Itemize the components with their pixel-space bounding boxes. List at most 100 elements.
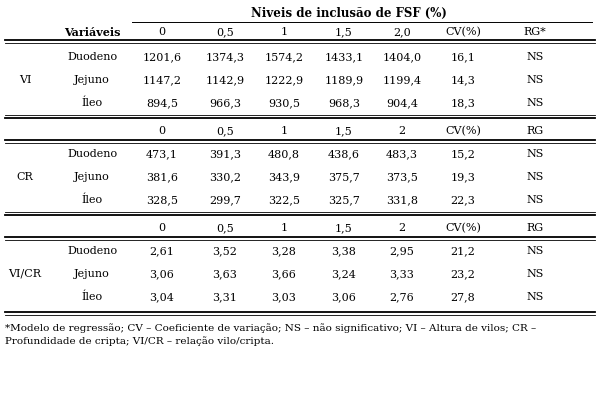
Text: Íleo: Íleo bbox=[82, 98, 103, 108]
Text: Íleo: Íleo bbox=[82, 195, 103, 205]
Text: 391,3: 391,3 bbox=[209, 149, 241, 159]
Text: CR: CR bbox=[17, 172, 34, 182]
Text: 375,7: 375,7 bbox=[328, 172, 360, 182]
Text: 16,1: 16,1 bbox=[451, 52, 475, 62]
Text: 14,3: 14,3 bbox=[451, 75, 475, 85]
Text: 438,6: 438,6 bbox=[328, 149, 360, 159]
Text: 22,3: 22,3 bbox=[451, 195, 475, 205]
Text: Duodeno: Duodeno bbox=[67, 246, 117, 256]
Text: 0: 0 bbox=[158, 27, 166, 37]
Text: 1199,4: 1199,4 bbox=[382, 75, 422, 85]
Text: 0,5: 0,5 bbox=[216, 126, 234, 136]
Text: 3,03: 3,03 bbox=[272, 292, 296, 302]
Text: Variáveis: Variáveis bbox=[64, 26, 120, 37]
Text: NS: NS bbox=[526, 246, 544, 256]
Text: 1433,1: 1433,1 bbox=[325, 52, 364, 62]
Text: 1: 1 bbox=[280, 126, 287, 136]
Text: 2,95: 2,95 bbox=[389, 246, 415, 256]
Text: RG: RG bbox=[526, 126, 544, 136]
Text: 3,06: 3,06 bbox=[332, 292, 356, 302]
Text: NS: NS bbox=[526, 149, 544, 159]
Text: 968,3: 968,3 bbox=[328, 98, 360, 108]
Text: *Modelo de regressão; CV – Coeficiente de variação; NS – não significativo; VI –: *Modelo de regressão; CV – Coeficiente d… bbox=[5, 323, 536, 333]
Text: 322,5: 322,5 bbox=[268, 195, 300, 205]
Text: Niveis de inclusão de FSF (%): Niveis de inclusão de FSF (%) bbox=[251, 7, 446, 20]
Text: 480,8: 480,8 bbox=[268, 149, 300, 159]
Text: 3,66: 3,66 bbox=[272, 269, 296, 279]
Text: 1: 1 bbox=[280, 223, 287, 233]
Text: NS: NS bbox=[526, 172, 544, 182]
Text: CV(%): CV(%) bbox=[445, 27, 481, 37]
Text: 3,33: 3,33 bbox=[389, 269, 415, 279]
Text: 894,5: 894,5 bbox=[146, 98, 178, 108]
Text: 3,04: 3,04 bbox=[149, 292, 175, 302]
Text: NS: NS bbox=[526, 195, 544, 205]
Text: 325,7: 325,7 bbox=[328, 195, 360, 205]
Text: 1222,9: 1222,9 bbox=[265, 75, 304, 85]
Text: NS: NS bbox=[526, 269, 544, 279]
Text: 15,2: 15,2 bbox=[451, 149, 475, 159]
Text: 2,0: 2,0 bbox=[393, 27, 411, 37]
Text: 0,5: 0,5 bbox=[216, 27, 234, 37]
Text: 1: 1 bbox=[280, 27, 287, 37]
Text: 0: 0 bbox=[158, 223, 166, 233]
Text: Profundidade de cripta; VI/CR – relação vilo/cripta.: Profundidade de cripta; VI/CR – relação … bbox=[5, 336, 274, 346]
Text: 328,5: 328,5 bbox=[146, 195, 178, 205]
Text: 1189,9: 1189,9 bbox=[325, 75, 364, 85]
Text: Duodeno: Duodeno bbox=[67, 52, 117, 62]
Text: 1147,2: 1147,2 bbox=[143, 75, 182, 85]
Text: 3,24: 3,24 bbox=[332, 269, 356, 279]
Text: 1404,0: 1404,0 bbox=[382, 52, 422, 62]
Text: 1374,3: 1374,3 bbox=[205, 52, 245, 62]
Text: 2,76: 2,76 bbox=[389, 292, 415, 302]
Text: 3,28: 3,28 bbox=[272, 246, 296, 256]
Text: 330,2: 330,2 bbox=[209, 172, 241, 182]
Text: Jejuno: Jejuno bbox=[74, 172, 110, 182]
Text: 3,52: 3,52 bbox=[212, 246, 238, 256]
Text: 930,5: 930,5 bbox=[268, 98, 300, 108]
Text: RG: RG bbox=[526, 223, 544, 233]
Text: 3,06: 3,06 bbox=[149, 269, 175, 279]
Text: 19,3: 19,3 bbox=[451, 172, 475, 182]
Text: Íleo: Íleo bbox=[82, 292, 103, 302]
Text: Jejuno: Jejuno bbox=[74, 269, 110, 279]
Text: 1201,6: 1201,6 bbox=[142, 52, 182, 62]
Text: 381,6: 381,6 bbox=[146, 172, 178, 182]
Text: 2,61: 2,61 bbox=[149, 246, 175, 256]
Text: 1,5: 1,5 bbox=[335, 126, 353, 136]
Text: 966,3: 966,3 bbox=[209, 98, 241, 108]
Text: 3,63: 3,63 bbox=[212, 269, 238, 279]
Text: RG*: RG* bbox=[524, 27, 547, 37]
Text: 331,8: 331,8 bbox=[386, 195, 418, 205]
Text: NS: NS bbox=[526, 292, 544, 302]
Text: 483,3: 483,3 bbox=[386, 149, 418, 159]
Text: 299,7: 299,7 bbox=[209, 195, 241, 205]
Text: 0,5: 0,5 bbox=[216, 223, 234, 233]
Text: 1,5: 1,5 bbox=[335, 27, 353, 37]
Text: 1,5: 1,5 bbox=[335, 223, 353, 233]
Text: VI: VI bbox=[19, 75, 31, 85]
Text: Duodeno: Duodeno bbox=[67, 149, 117, 159]
Text: 373,5: 373,5 bbox=[386, 172, 418, 182]
Text: CV(%): CV(%) bbox=[445, 126, 481, 136]
Text: 0: 0 bbox=[158, 126, 166, 136]
Text: NS: NS bbox=[526, 52, 544, 62]
Text: 27,8: 27,8 bbox=[451, 292, 475, 302]
Text: Jejuno: Jejuno bbox=[74, 75, 110, 85]
Text: 2: 2 bbox=[398, 126, 406, 136]
Text: NS: NS bbox=[526, 75, 544, 85]
Text: 3,31: 3,31 bbox=[212, 292, 238, 302]
Text: 18,3: 18,3 bbox=[451, 98, 475, 108]
Text: 2: 2 bbox=[398, 223, 406, 233]
Text: 23,2: 23,2 bbox=[451, 269, 475, 279]
Text: 473,1: 473,1 bbox=[146, 149, 178, 159]
Text: NS: NS bbox=[526, 98, 544, 108]
Text: 3,38: 3,38 bbox=[332, 246, 356, 256]
Text: CV(%): CV(%) bbox=[445, 223, 481, 233]
Text: 343,9: 343,9 bbox=[268, 172, 300, 182]
Text: VI/CR: VI/CR bbox=[8, 269, 41, 279]
Text: 1142,9: 1142,9 bbox=[205, 75, 245, 85]
Text: 904,4: 904,4 bbox=[386, 98, 418, 108]
Text: 1574,2: 1574,2 bbox=[265, 52, 304, 62]
Text: 21,2: 21,2 bbox=[451, 246, 475, 256]
